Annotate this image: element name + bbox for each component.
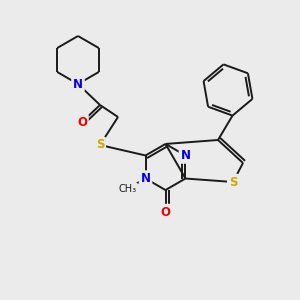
Text: O: O [160, 206, 170, 218]
Text: N: N [181, 149, 190, 162]
Text: CH₃: CH₃ [118, 184, 136, 194]
Text: N: N [73, 77, 83, 91]
Text: S: S [96, 139, 104, 152]
Text: S: S [229, 176, 237, 188]
Text: N: N [140, 172, 151, 185]
Text: O: O [77, 116, 87, 128]
